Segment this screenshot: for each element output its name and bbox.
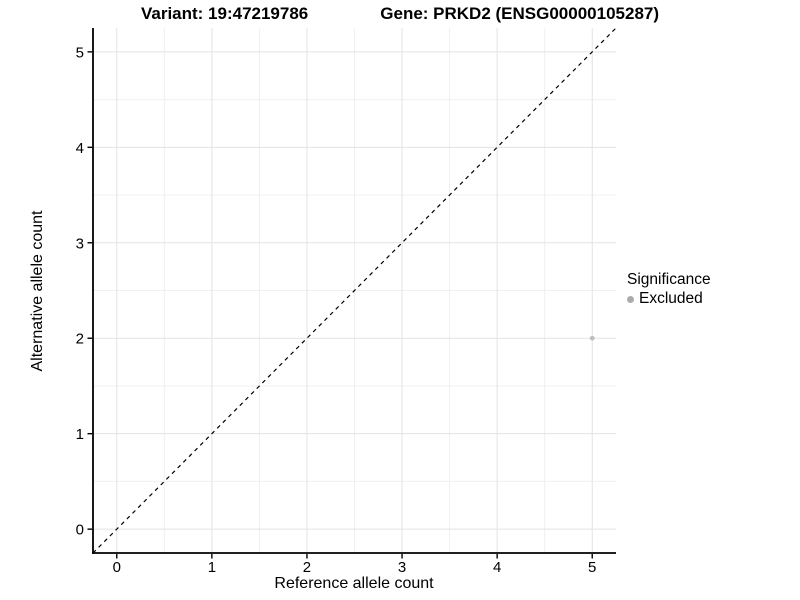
x-tick-label: 4: [493, 559, 501, 576]
x-tick-label: 1: [208, 559, 216, 576]
x-tick-label: 5: [588, 559, 596, 576]
y-tick-label: 0: [76, 522, 84, 539]
y-tick-label: 1: [76, 426, 84, 443]
excluded-point-icon: [627, 295, 634, 303]
legend-item-label: Excluded: [639, 290, 703, 307]
x-tick-label: 3: [398, 559, 406, 576]
plot-title: Variant: 19:47219786 Gene: PRKD2 (ENSG00…: [0, 4, 800, 23]
legend-title: Significance: [627, 271, 711, 288]
legend-item-excluded: Excluded: [627, 290, 711, 308]
x-axis-title: Reference allele count: [274, 575, 434, 592]
x-tick-label: 2: [303, 559, 311, 576]
x-tick-label: 0: [113, 559, 121, 576]
y-tick-label: 5: [76, 44, 84, 61]
identity-line: [92, 27, 617, 554]
y-tick-label: 4: [76, 140, 84, 157]
y-tick-label: 2: [76, 331, 84, 348]
y-axis-title: Alternative allele count: [29, 210, 46, 372]
y-tick-label: 3: [76, 235, 84, 252]
data-point: [589, 335, 595, 341]
variant-title: Variant: 19:47219786: [140, 4, 309, 23]
legend: Significance Excluded: [627, 271, 711, 308]
gene-title: Gene: PRKD2 (ENSG00000105287): [380, 4, 660, 23]
